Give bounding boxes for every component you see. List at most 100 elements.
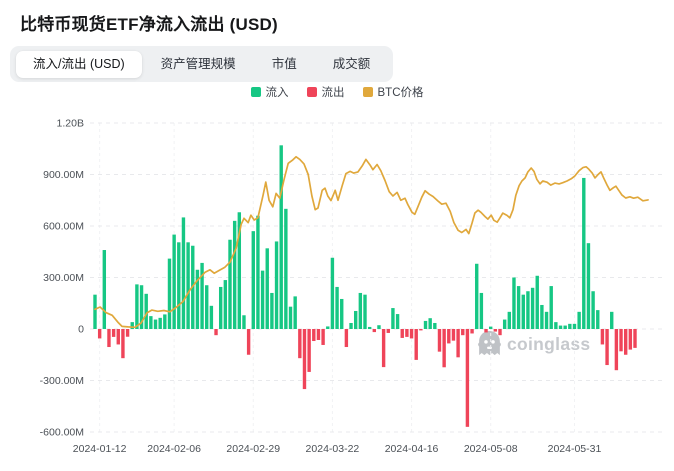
inflow-bar[interactable] <box>200 262 204 329</box>
outflow-bar[interactable] <box>605 329 609 366</box>
outflow-bar[interactable] <box>419 329 423 331</box>
inflow-bar[interactable] <box>367 326 372 329</box>
inflow-bar[interactable] <box>582 177 586 329</box>
outflow-bar[interactable] <box>97 329 102 339</box>
outflow-bar[interactable] <box>465 329 470 427</box>
inflow-bar[interactable] <box>228 239 232 329</box>
inflow-bar[interactable] <box>330 257 335 329</box>
inflow-bar[interactable] <box>572 323 577 329</box>
legend-item-inflow[interactable]: 流入 <box>250 84 289 100</box>
outflow-bar[interactable] <box>321 329 325 345</box>
inflow-bar[interactable] <box>279 145 283 329</box>
inflow-bar[interactable] <box>591 291 595 329</box>
inflow-bar[interactable] <box>251 231 255 329</box>
inflow-bar[interactable] <box>507 311 512 329</box>
inflow-bar[interactable] <box>93 294 97 329</box>
inflow-bar[interactable] <box>475 263 479 329</box>
inflow-bar[interactable] <box>340 298 344 329</box>
btc-price-line[interactable] <box>94 155 649 329</box>
inflow-bar[interactable] <box>516 286 521 329</box>
outflow-bar[interactable] <box>405 329 409 337</box>
outflow-bar[interactable] <box>498 329 502 336</box>
outflow-bar[interactable] <box>121 329 125 359</box>
outflow-bar[interactable] <box>437 329 442 352</box>
tab-market-cap[interactable]: 市值 <box>255 51 314 78</box>
inflow-bar[interactable] <box>172 234 176 329</box>
inflow-bar[interactable] <box>433 322 437 329</box>
inflow-bar[interactable] <box>428 318 432 329</box>
inflow-bar[interactable] <box>423 320 428 329</box>
outflow-bar[interactable] <box>456 329 460 358</box>
inflow-bar[interactable] <box>102 250 107 329</box>
inflow-bar[interactable] <box>153 319 158 329</box>
inflow-bar[interactable] <box>265 248 269 329</box>
inflow-bar[interactable] <box>502 319 507 329</box>
outflow-bar[interactable] <box>386 329 390 333</box>
outflow-bar[interactable] <box>400 329 404 338</box>
inflow-bar[interactable] <box>223 280 228 329</box>
inflow-bar[interactable] <box>209 305 214 329</box>
inflow-bar[interactable] <box>274 241 279 329</box>
outflow-bar[interactable] <box>442 329 446 368</box>
inflow-bar[interactable] <box>186 242 190 329</box>
outflow-bar[interactable] <box>298 329 302 359</box>
outflow-bar[interactable] <box>302 329 307 390</box>
inflow-bar[interactable] <box>260 270 265 329</box>
inflow-bar[interactable] <box>237 212 242 329</box>
inflow-bar[interactable] <box>270 292 274 329</box>
outflow-bar[interactable] <box>633 329 637 348</box>
outflow-bar[interactable] <box>107 329 111 348</box>
inflow-bar[interactable] <box>358 292 363 329</box>
outflow-bar[interactable] <box>493 329 498 332</box>
inflow-bar[interactable] <box>335 286 339 329</box>
inflow-bar[interactable] <box>284 208 288 329</box>
tab-aum[interactable]: 资产管理规模 <box>144 51 253 78</box>
inflow-bar[interactable] <box>349 322 353 329</box>
inflow-bar[interactable] <box>256 215 260 329</box>
outflow-bar[interactable] <box>246 329 251 355</box>
inflow-bar[interactable] <box>177 242 181 329</box>
inflow-bar[interactable] <box>512 277 516 330</box>
inflow-bar[interactable] <box>139 285 144 329</box>
outflow-bar[interactable] <box>451 329 456 341</box>
inflow-bar[interactable] <box>554 322 558 329</box>
outflow-bar[interactable] <box>619 329 623 352</box>
outflow-bar[interactable] <box>628 329 633 350</box>
inflow-bar[interactable] <box>530 287 535 329</box>
inflow-bar[interactable] <box>563 325 567 329</box>
inflow-bar[interactable] <box>163 314 167 329</box>
outflow-bar[interactable] <box>214 329 218 336</box>
inflow-bar[interactable] <box>488 326 493 329</box>
inflow-bar[interactable] <box>293 296 297 329</box>
outflow-bar[interactable] <box>381 329 386 368</box>
legend-item-btc-price[interactable]: BTC价格 <box>362 84 424 100</box>
legend-item-outflow[interactable]: 流出 <box>306 84 345 100</box>
inflow-bar[interactable] <box>135 284 139 329</box>
outflow-bar[interactable] <box>470 329 474 334</box>
inflow-bar[interactable] <box>195 269 200 329</box>
inflow-bar[interactable] <box>395 314 400 329</box>
outflow-bar[interactable] <box>307 329 311 372</box>
outflow-bar[interactable] <box>312 329 316 342</box>
inflow-bar[interactable] <box>521 294 525 329</box>
outflow-bar[interactable] <box>111 329 116 337</box>
outflow-bar[interactable] <box>484 329 488 333</box>
inflow-bar[interactable] <box>577 311 581 329</box>
outflow-bar[interactable] <box>614 329 619 371</box>
inflow-bar[interactable] <box>391 308 395 329</box>
outflow-bar[interactable] <box>116 329 120 345</box>
outflow-bar[interactable] <box>623 329 628 355</box>
inflow-bar[interactable] <box>158 317 162 329</box>
inflow-bar[interactable] <box>549 286 553 329</box>
inflow-bar[interactable] <box>540 304 544 329</box>
inflow-bar[interactable] <box>149 316 153 330</box>
inflow-bar[interactable] <box>144 293 148 329</box>
outflow-bar[interactable] <box>447 329 451 344</box>
inflow-bar[interactable] <box>353 310 358 329</box>
inflow-bar[interactable] <box>610 311 614 329</box>
outflow-bar[interactable] <box>372 329 377 333</box>
inflow-bar[interactable] <box>377 325 381 329</box>
outflow-bar[interactable] <box>461 329 465 336</box>
inflow-bar[interactable] <box>558 325 563 329</box>
